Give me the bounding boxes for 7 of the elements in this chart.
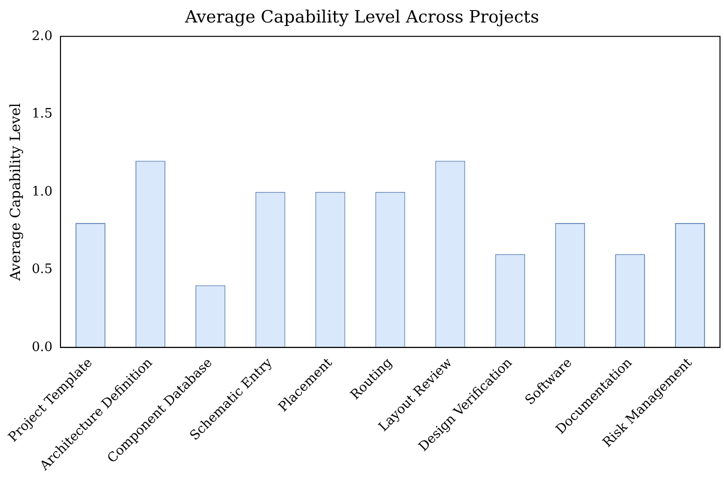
- y-axis-title: Average Capability Level: [8, 102, 24, 282]
- chart-title: Average Capability Level Across Projects: [184, 8, 540, 28]
- y-tick-label: 2.0: [32, 28, 52, 44]
- y-tick-label: 0.5: [32, 262, 52, 278]
- y-tick-label: 0.0: [32, 340, 52, 355]
- y-tick-label: 1.5: [32, 106, 52, 122]
- y-tick-label: 1.0: [32, 184, 52, 200]
